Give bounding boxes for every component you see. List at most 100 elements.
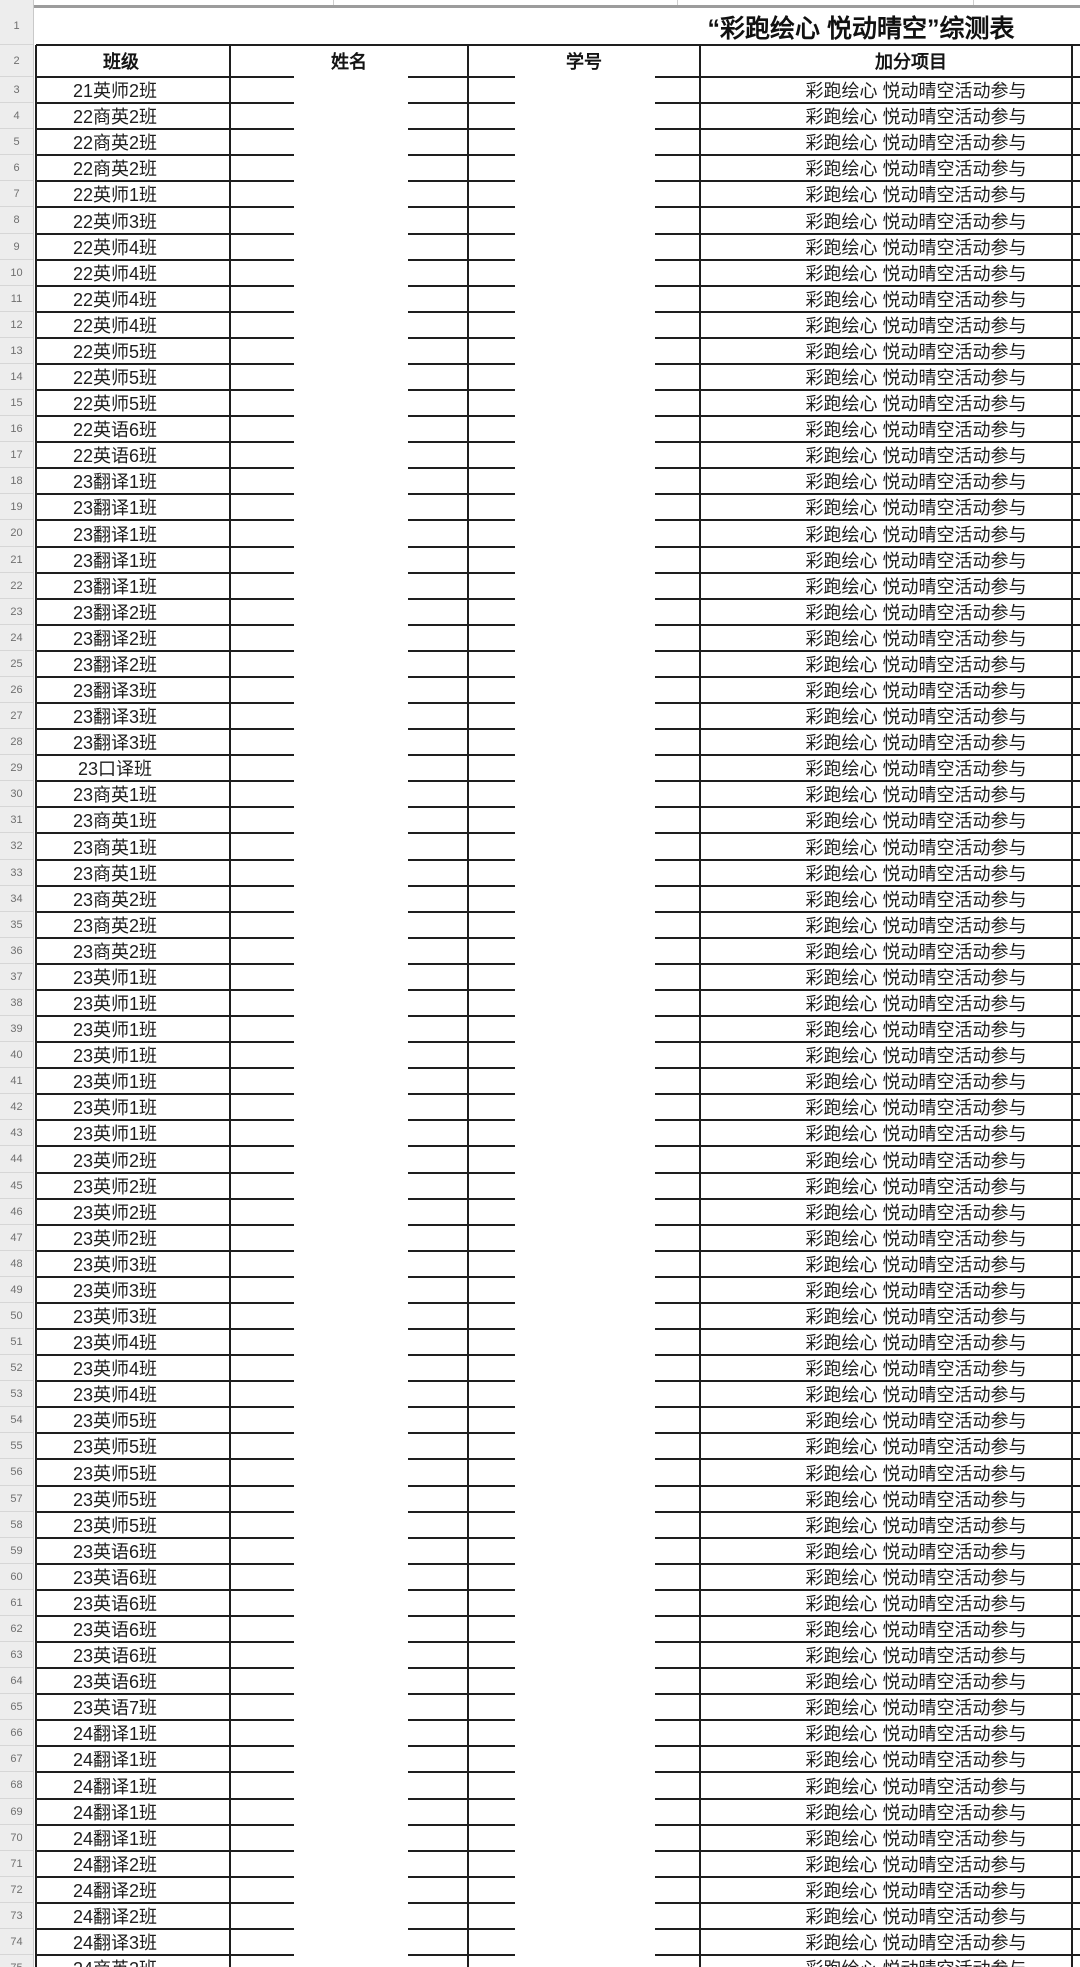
row-number[interactable]: 2: [0, 45, 33, 77]
row-number[interactable]: 13: [0, 338, 33, 364]
row-number[interactable]: 11: [0, 286, 33, 312]
bonus-project-cell[interactable]: 彩跑绘心 悦动晴空活动参与: [805, 211, 1027, 232]
bonus-project-cell[interactable]: 彩跑绘心 悦动晴空活动参与: [805, 1177, 1027, 1197]
bonus-project-cell[interactable]: 彩跑绘心 悦动晴空活动参与: [805, 1750, 1027, 1770]
row-number[interactable]: 8: [0, 207, 33, 234]
bonus-project-cell[interactable]: 彩跑绘心 悦动晴空活动参与: [805, 1698, 1027, 1718]
bonus-project-cell[interactable]: 彩跑绘心 悦动晴空活动参与: [805, 811, 1027, 831]
class-cell[interactable]: 23英师5班: [72, 1437, 158, 1457]
class-cell[interactable]: 23英师5班: [72, 1411, 158, 1431]
row-number[interactable]: 72: [0, 1877, 33, 1903]
class-cell[interactable]: 23英师2班: [72, 1177, 158, 1197]
class-cell[interactable]: 23商英1班: [72, 811, 158, 831]
bonus-project-cell[interactable]: 彩跑绘心 悦动晴空活动参与: [805, 1776, 1027, 1797]
class-cell[interactable]: 23英师2班: [72, 1150, 158, 1171]
bonus-project-cell[interactable]: 彩跑绘心 悦动晴空活动参与: [805, 1307, 1027, 1327]
row-number[interactable]: 4: [0, 103, 33, 129]
row-number[interactable]: 17: [0, 442, 33, 468]
class-cell[interactable]: 24翻译1班: [72, 1724, 158, 1744]
row-number[interactable]: 25: [0, 651, 33, 677]
row-number[interactable]: 29: [0, 755, 33, 781]
bonus-project-cell[interactable]: 彩跑绘心 悦动晴空活动参与: [805, 1646, 1027, 1666]
class-cell[interactable]: 22英师5班: [72, 368, 158, 388]
class-cell[interactable]: 22英语6班: [72, 420, 158, 440]
row-number[interactable]: 20: [0, 520, 33, 547]
bonus-project-cell[interactable]: 彩跑绘心 悦动晴空活动参与: [805, 1203, 1027, 1223]
bonus-project-cell[interactable]: 彩跑绘心 悦动晴空活动参与: [805, 1385, 1027, 1405]
bonus-project-cell[interactable]: 彩跑绘心 悦动晴空活动参与: [805, 107, 1027, 127]
row-number[interactable]: 37: [0, 964, 33, 990]
bonus-project-cell[interactable]: 彩跑绘心 悦动晴空活动参与: [805, 1229, 1027, 1249]
class-cell[interactable]: 23翻译1班: [72, 472, 158, 492]
bonus-project-cell[interactable]: 彩跑绘心 悦动晴空活动参与: [805, 1333, 1027, 1353]
class-cell[interactable]: 24商英2班: [36, 1955, 230, 1967]
row-number[interactable]: 54: [0, 1407, 33, 1433]
row-number[interactable]: 53: [0, 1381, 33, 1407]
bonus-project-cell[interactable]: 彩跑绘心 悦动晴空活动参与: [805, 1620, 1027, 1640]
class-cell[interactable]: 24翻译1班: [72, 1829, 158, 1849]
class-cell[interactable]: 23翻译3班: [72, 707, 158, 727]
row-number[interactable]: 59: [0, 1538, 33, 1564]
row-number[interactable]: 35: [0, 912, 33, 938]
class-cell[interactable]: 23翻译3班: [72, 733, 158, 753]
bonus-project-cell[interactable]: 彩跑绘心 悦动晴空活动参与: [805, 1150, 1027, 1171]
bonus-project-cell[interactable]: 彩跑绘心 悦动晴空活动参与: [805, 342, 1027, 362]
class-cell[interactable]: 23英语6班: [72, 1620, 158, 1640]
class-cell[interactable]: 23翻译1班: [72, 551, 158, 571]
row-number[interactable]: 68: [0, 1772, 33, 1799]
class-cell[interactable]: 23英师1班: [72, 1124, 158, 1144]
bonus-project-cell[interactable]: 彩跑绘心 悦动晴空活动参与: [805, 707, 1027, 727]
bonus-project-cell[interactable]: 彩跑绘心 悦动晴空活动参与: [805, 159, 1027, 179]
row-number[interactable]: 15: [0, 390, 33, 416]
bonus-project-cell[interactable]: 彩跑绘心 悦动晴空活动参与: [805, 1072, 1027, 1092]
class-cell[interactable]: 24翻译1班: [72, 1750, 158, 1770]
bonus-project-cell[interactable]: 彩跑绘心 悦动晴空活动参与: [805, 1881, 1027, 1901]
row-number[interactable]: 49: [0, 1277, 33, 1303]
class-cell[interactable]: 23英师4班: [72, 1333, 158, 1353]
bonus-project-cell[interactable]: 彩跑绘心 悦动晴空活动参与: [805, 316, 1027, 336]
bonus-project-cell[interactable]: 彩跑绘心 悦动晴空活动参与: [805, 733, 1027, 753]
class-cell[interactable]: 23英师5班: [72, 1463, 158, 1484]
row-number[interactable]: 23: [0, 599, 33, 625]
class-cell[interactable]: 23商英2班: [72, 916, 158, 936]
bonus-project-cell[interactable]: 彩跑绘心 悦动晴空活动参与: [805, 1046, 1027, 1066]
row-number[interactable]: 3: [0, 77, 33, 103]
bonus-project-cell[interactable]: 彩跑绘心 悦动晴空活动参与: [805, 1516, 1027, 1536]
row-number[interactable]: 9: [0, 234, 33, 260]
class-cell[interactable]: 22英师3班: [72, 211, 158, 232]
row-number[interactable]: 63: [0, 1642, 33, 1668]
bonus-project-cell[interactable]: 彩跑绘心 悦动晴空活动参与: [805, 1568, 1027, 1588]
bonus-project-cell[interactable]: 彩跑绘心 悦动晴空活动参与: [805, 420, 1027, 440]
bonus-project-cell[interactable]: 彩跑绘心 悦动晴空活动参与: [805, 524, 1027, 545]
class-cell[interactable]: 22英语6班: [72, 446, 158, 466]
row-number[interactable]: 67: [0, 1746, 33, 1772]
row-number[interactable]: 19: [0, 494, 33, 520]
class-cell[interactable]: 24翻译2班: [72, 1881, 158, 1901]
bonus-project-cell[interactable]: 彩跑绘心 悦动晴空活动参与: [805, 1359, 1027, 1379]
class-cell[interactable]: 23英师4班: [72, 1359, 158, 1379]
bonus-project-cell[interactable]: 彩跑绘心 悦动晴空活动参与: [805, 1803, 1027, 1823]
class-cell[interactable]: 24翻译2班: [72, 1907, 158, 1927]
bonus-project-cell[interactable]: 彩跑绘心 悦动晴空活动参与: [805, 577, 1027, 597]
bonus-project-cell[interactable]: 彩跑绘心 悦动晴空活动参与: [805, 1907, 1027, 1927]
class-cell[interactable]: 23翻译3班: [72, 681, 158, 701]
row-number[interactable]: 33: [0, 860, 33, 886]
row-number[interactable]: 45: [0, 1173, 33, 1199]
class-cell[interactable]: 23英师1班: [72, 1046, 158, 1066]
row-number[interactable]: 57: [0, 1486, 33, 1512]
row-number[interactable]: 64: [0, 1668, 33, 1694]
row-number[interactable]: 74: [0, 1929, 33, 1955]
bonus-project-cell[interactable]: 彩跑绘心 悦动晴空活动参与: [805, 942, 1027, 962]
class-cell[interactable]: 22英师4班: [72, 264, 158, 284]
class-cell[interactable]: 23英师1班: [72, 1020, 158, 1040]
row-number[interactable]: 22: [0, 573, 33, 599]
class-cell[interactable]: 23翻译2班: [72, 655, 158, 675]
bonus-project-cell[interactable]: 彩跑绘心 悦动晴空活动参与: [805, 1411, 1027, 1431]
row-number[interactable]: 71: [0, 1851, 33, 1877]
row-number[interactable]: 46: [0, 1199, 33, 1225]
header-cell-student-id[interactable]: 学号: [566, 52, 602, 72]
bonus-project-cell[interactable]: 彩跑绘心 悦动晴空活动参与: [805, 1463, 1027, 1484]
class-cell[interactable]: 23英师1班: [72, 994, 158, 1014]
header-cell-class[interactable]: 班级: [103, 52, 139, 72]
class-cell[interactable]: 23翻译2班: [72, 629, 158, 649]
